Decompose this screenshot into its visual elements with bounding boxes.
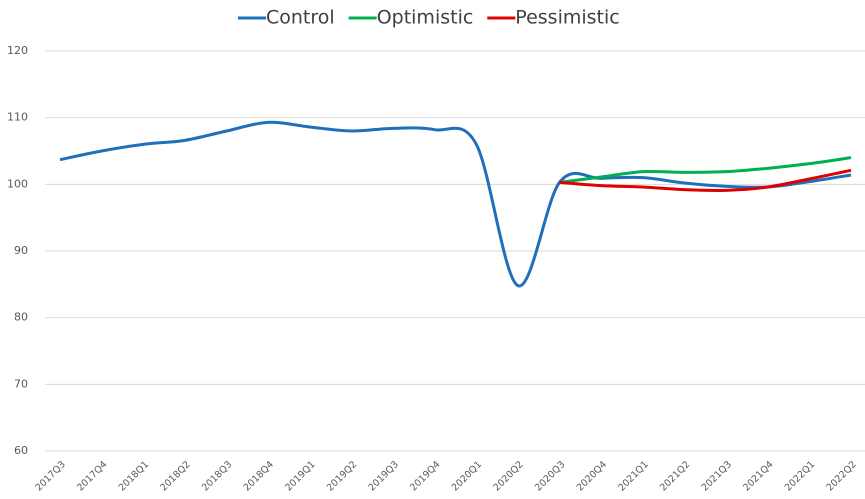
- x-tick-label: 2020Q2: [491, 459, 525, 493]
- x-tick-label: 2018Q1: [117, 459, 151, 493]
- x-tick-label: 2019Q4: [408, 459, 442, 493]
- legend-label: Optimistic: [377, 7, 474, 29]
- x-tick-label: 2021Q1: [616, 459, 650, 493]
- series-line: [59, 120, 852, 288]
- series-line: [559, 168, 852, 192]
- x-tick-label: 2022Q1: [783, 459, 817, 493]
- legend-label: Pessimistic: [515, 7, 619, 29]
- legend-label: Control: [266, 7, 335, 29]
- x-tick-label: 2021Q2: [658, 459, 692, 493]
- y-tick-label: 80: [14, 311, 28, 324]
- y-tick-label: 90: [14, 244, 28, 257]
- series-line: [559, 156, 852, 184]
- y-tick-label: 100: [7, 177, 28, 190]
- x-tick-label: 2022Q2: [824, 459, 858, 493]
- x-tick-label: 2020Q3: [533, 459, 567, 493]
- x-tick-label: 2021Q4: [741, 459, 775, 493]
- x-tick-label: 2019Q1: [283, 459, 317, 493]
- x-tick-label: 2018Q3: [200, 459, 234, 493]
- legend-item: Optimistic: [348, 7, 474, 29]
- x-tick-label: 2018Q4: [242, 459, 276, 493]
- y-tick-label: 120: [7, 44, 28, 57]
- x-tick-label: 2020Q4: [575, 459, 609, 493]
- x-tick-label: 2017Q3: [33, 459, 67, 493]
- x-tick-label: 2019Q3: [367, 459, 401, 493]
- y-tick-label: 60: [14, 444, 28, 457]
- x-tick-label: 2017Q4: [75, 459, 109, 493]
- x-tick-label: 2018Q2: [158, 459, 192, 493]
- x-tick-label: 2020Q1: [450, 459, 484, 493]
- legend-item: Pessimistic: [487, 7, 620, 29]
- x-tick-label: 2019Q2: [325, 459, 359, 493]
- x-tick-label: 2021Q3: [700, 459, 734, 493]
- y-tick-label: 110: [7, 111, 28, 124]
- y-tick-label: 70: [14, 377, 28, 390]
- legend-item: Control: [238, 7, 335, 29]
